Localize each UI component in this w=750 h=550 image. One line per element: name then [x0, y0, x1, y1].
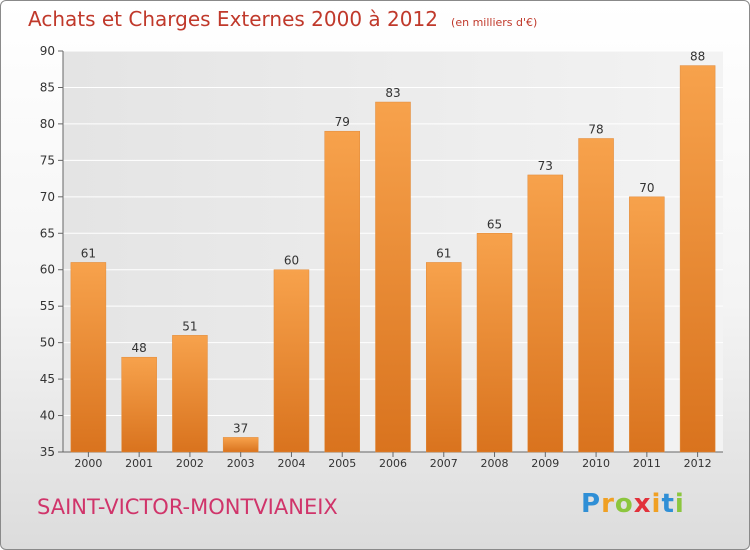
y-tick-label: 85 [40, 80, 55, 94]
y-tick-label: 90 [40, 44, 55, 58]
logo-letter: x [633, 489, 652, 519]
value-label-2008: 65 [487, 217, 502, 231]
value-label-2009: 73 [538, 159, 553, 173]
y-tick-label: 35 [40, 445, 55, 459]
y-tick-label: 65 [40, 226, 55, 240]
value-label-2010: 78 [588, 122, 603, 136]
x-tick-label-2011: 2011 [633, 457, 661, 470]
x-tick-label-2004: 2004 [277, 457, 305, 470]
logo-letter: o [614, 489, 634, 519]
x-tick-label-2001: 2001 [125, 457, 153, 470]
bar-2002 [172, 335, 208, 453]
bar-2010 [578, 138, 614, 453]
x-tick-label-2003: 2003 [227, 457, 255, 470]
bar-2003 [222, 437, 259, 453]
y-tick-label: 40 [40, 409, 55, 423]
value-label-2011: 70 [639, 181, 654, 195]
x-tick-label-2009: 2009 [531, 457, 559, 470]
bar-2007 [426, 262, 462, 453]
value-label-2006: 83 [385, 86, 400, 100]
logo-letter: P [581, 489, 602, 519]
logo-letter: t [661, 489, 675, 519]
bar-2008 [476, 233, 513, 453]
bar-2011 [629, 196, 665, 453]
y-tick-label: 50 [40, 336, 55, 350]
bar-2005 [324, 130, 360, 453]
bar-2001 [121, 356, 157, 453]
x-tick-label-2007: 2007 [430, 457, 458, 470]
chart-title: Achats et Charges Externes 2000 à 2012 [28, 7, 438, 31]
logo-letter: r [601, 489, 615, 519]
bar-2004 [273, 269, 310, 453]
y-tick-label: 60 [40, 263, 55, 277]
y-tick-label: 55 [40, 299, 55, 313]
value-label-2001: 48 [132, 341, 147, 355]
chart-subtitle: (en milliers d'€) [451, 16, 538, 29]
bar-2006 [375, 101, 411, 453]
bar-2000 [70, 262, 107, 453]
x-tick-label-2008: 2008 [481, 457, 509, 470]
x-tick-label-2000: 2000 [74, 457, 102, 470]
value-label-2012: 88 [690, 50, 705, 64]
value-label-2003: 37 [233, 421, 248, 435]
x-tick-label-2010: 2010 [582, 457, 610, 470]
logo-letter: i [674, 489, 685, 519]
value-label-2000: 61 [81, 246, 96, 260]
value-label-2007: 61 [436, 246, 451, 260]
proxiti-logo: Proxiti [581, 489, 685, 519]
value-label-2002: 51 [182, 319, 197, 333]
x-tick-label-2002: 2002 [176, 457, 204, 470]
y-tick-label: 70 [40, 190, 55, 204]
x-tick-label-2005: 2005 [328, 457, 356, 470]
value-label-2004: 60 [284, 254, 299, 268]
bar-2009 [527, 174, 564, 453]
value-label-2005: 79 [335, 115, 350, 129]
title-block: Achats et Charges Externes 2000 à 2012 (… [28, 7, 537, 31]
bar-2012 [679, 65, 716, 453]
commune-name: SAINT-VICTOR-MONTVIANEIX [37, 495, 338, 519]
logo-letter: i [651, 489, 662, 519]
y-tick-label: 45 [40, 372, 55, 386]
y-tick-label: 75 [40, 153, 55, 167]
x-tick-label-2012: 2012 [684, 457, 712, 470]
y-tick-label: 80 [40, 117, 55, 131]
x-tick-label-2006: 2006 [379, 457, 407, 470]
